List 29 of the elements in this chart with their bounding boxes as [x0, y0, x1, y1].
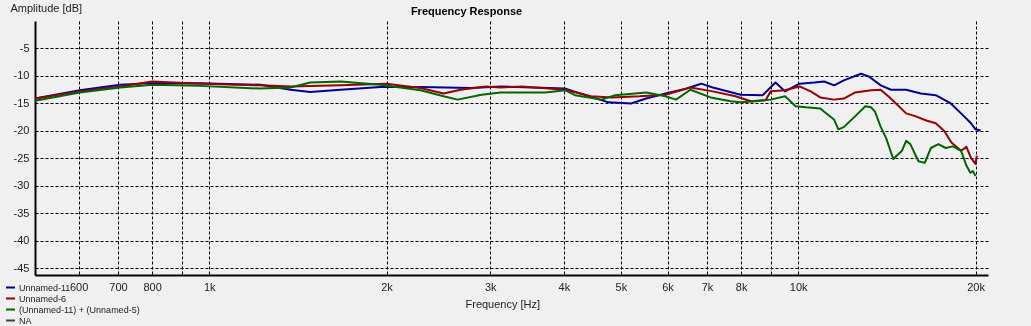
x-tick-label: 3k — [484, 280, 498, 293]
legend-label: Unnamed-6 — [19, 293, 67, 304]
y-tick-label: -5 — [19, 41, 30, 54]
y-tick-label: -10 — [13, 69, 30, 82]
y-tick-label: -20 — [13, 124, 30, 137]
y-axis-title: Amplitude [dB] — [10, 1, 83, 14]
y-tick-label: -35 — [13, 206, 30, 219]
x-tick-label: 6k — [662, 280, 675, 293]
x-tick-label: 20k — [967, 280, 986, 293]
x-tick-label: 700 — [109, 280, 128, 293]
legend-label: (Unnamed-11) + (Unnamed-5) — [19, 304, 140, 315]
legend-label: Unnamed-11 — [19, 282, 71, 293]
x-tick-label: 1k — [203, 280, 217, 293]
x-tick-label: 10k — [789, 280, 809, 293]
y-tick-label: -40 — [13, 234, 30, 247]
x-tick-label: 7k — [701, 280, 714, 293]
x-tick-label: 600 — [69, 280, 89, 293]
chart-title: Frequency Response — [410, 5, 523, 17]
x-tick-label: 2k — [381, 280, 394, 293]
legend-label: NA — [19, 315, 32, 326]
x-tick-label: 800 — [143, 280, 162, 293]
x-tick-label: 8k — [735, 280, 748, 293]
y-tick-label: -30 — [13, 179, 30, 192]
x-axis-title: Frequency [Hz] — [465, 297, 541, 310]
y-tick-label: -15 — [13, 96, 30, 109]
y-tick-label: -25 — [13, 151, 30, 164]
y-tick-label: -45 — [13, 261, 30, 274]
x-tick-label: 4k — [558, 280, 571, 293]
x-tick-label: 5k — [615, 280, 628, 293]
